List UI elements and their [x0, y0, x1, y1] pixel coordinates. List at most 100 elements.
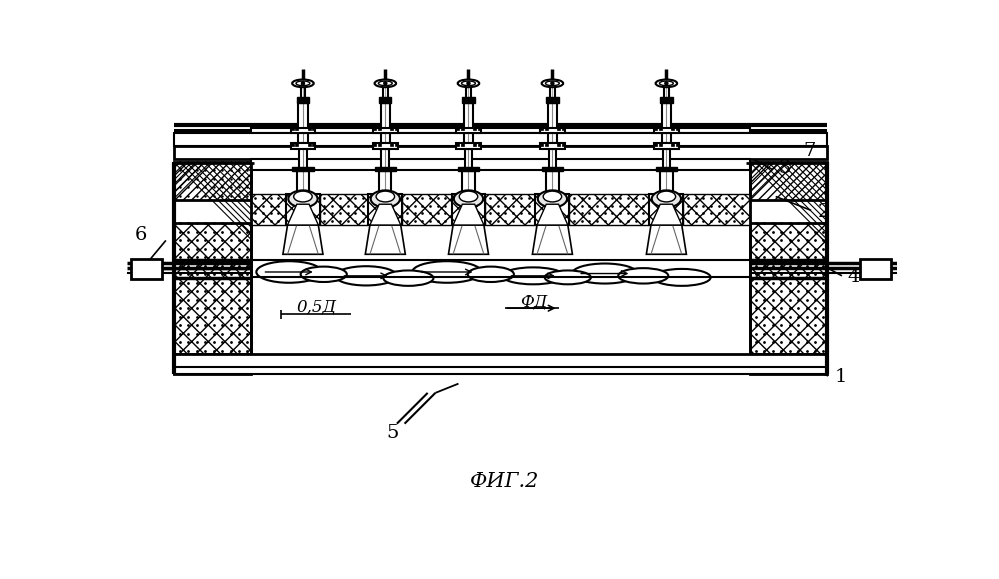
Polygon shape: [532, 225, 572, 254]
Bar: [860, 259, 891, 279]
Bar: [381, 133, 390, 144]
Bar: [291, 142, 294, 146]
Ellipse shape: [257, 261, 322, 283]
Bar: [660, 97, 672, 104]
Bar: [675, 127, 678, 130]
Bar: [540, 142, 543, 146]
Ellipse shape: [458, 79, 480, 87]
Bar: [464, 133, 474, 144]
Ellipse shape: [653, 269, 710, 286]
Bar: [390, 127, 393, 130]
Bar: [286, 194, 320, 225]
Bar: [373, 144, 398, 149]
Bar: [465, 149, 473, 170]
Bar: [378, 127, 381, 130]
Bar: [486, 194, 535, 225]
Bar: [661, 104, 671, 131]
Polygon shape: [283, 225, 323, 254]
Bar: [174, 146, 826, 159]
Bar: [749, 354, 826, 375]
Bar: [296, 127, 299, 130]
Bar: [557, 142, 560, 146]
Bar: [297, 97, 309, 104]
Ellipse shape: [543, 191, 561, 202]
Ellipse shape: [502, 267, 564, 284]
Bar: [174, 223, 251, 354]
Ellipse shape: [544, 270, 591, 284]
Bar: [296, 142, 299, 146]
Ellipse shape: [384, 270, 434, 286]
Bar: [654, 128, 678, 133]
Bar: [540, 128, 564, 133]
Bar: [547, 104, 557, 131]
Bar: [312, 142, 316, 146]
Text: 2: 2: [817, 203, 829, 221]
Circle shape: [664, 82, 668, 85]
Bar: [373, 127, 376, 130]
Ellipse shape: [375, 79, 396, 87]
Bar: [548, 149, 556, 170]
Bar: [395, 127, 398, 130]
Bar: [320, 194, 369, 225]
Ellipse shape: [655, 79, 677, 87]
Bar: [654, 142, 657, 146]
Bar: [457, 142, 460, 146]
Ellipse shape: [376, 191, 395, 202]
Ellipse shape: [545, 81, 559, 86]
Circle shape: [302, 82, 305, 85]
Circle shape: [384, 82, 387, 85]
Bar: [308, 127, 311, 130]
Bar: [373, 128, 398, 133]
Text: 6: 6: [135, 226, 148, 244]
Polygon shape: [537, 204, 567, 225]
Bar: [544, 142, 547, 146]
Ellipse shape: [651, 190, 681, 207]
Bar: [291, 127, 294, 130]
Bar: [749, 223, 826, 354]
Text: 3: 3: [779, 159, 791, 177]
Ellipse shape: [460, 191, 478, 202]
Bar: [457, 127, 460, 130]
Bar: [299, 149, 307, 170]
Bar: [174, 133, 826, 146]
Polygon shape: [370, 204, 401, 225]
Ellipse shape: [618, 268, 668, 284]
Bar: [474, 142, 477, 146]
Bar: [662, 149, 670, 170]
Ellipse shape: [379, 81, 393, 86]
Bar: [297, 171, 309, 194]
Bar: [381, 104, 390, 131]
Text: ФД: ФД: [520, 294, 547, 310]
Bar: [461, 142, 464, 146]
Polygon shape: [449, 225, 489, 254]
Bar: [464, 104, 474, 131]
Bar: [369, 194, 403, 225]
Bar: [478, 142, 481, 146]
Bar: [251, 128, 749, 133]
Bar: [291, 144, 316, 149]
Bar: [540, 144, 564, 149]
Ellipse shape: [657, 191, 675, 202]
Ellipse shape: [294, 191, 312, 202]
Bar: [390, 142, 393, 146]
Bar: [654, 144, 678, 149]
Bar: [671, 127, 674, 130]
Bar: [251, 194, 286, 225]
Bar: [395, 142, 398, 146]
Ellipse shape: [572, 263, 637, 284]
Bar: [375, 167, 396, 171]
Ellipse shape: [468, 266, 513, 282]
Circle shape: [550, 82, 554, 85]
Bar: [299, 104, 308, 131]
Bar: [561, 142, 564, 146]
Circle shape: [467, 82, 470, 85]
Text: 4: 4: [847, 269, 860, 287]
Bar: [174, 354, 826, 367]
Bar: [251, 144, 749, 149]
Polygon shape: [646, 225, 686, 254]
Bar: [403, 194, 452, 225]
Bar: [557, 127, 560, 130]
Ellipse shape: [296, 81, 310, 86]
Bar: [675, 142, 678, 146]
Text: 1: 1: [834, 368, 846, 386]
